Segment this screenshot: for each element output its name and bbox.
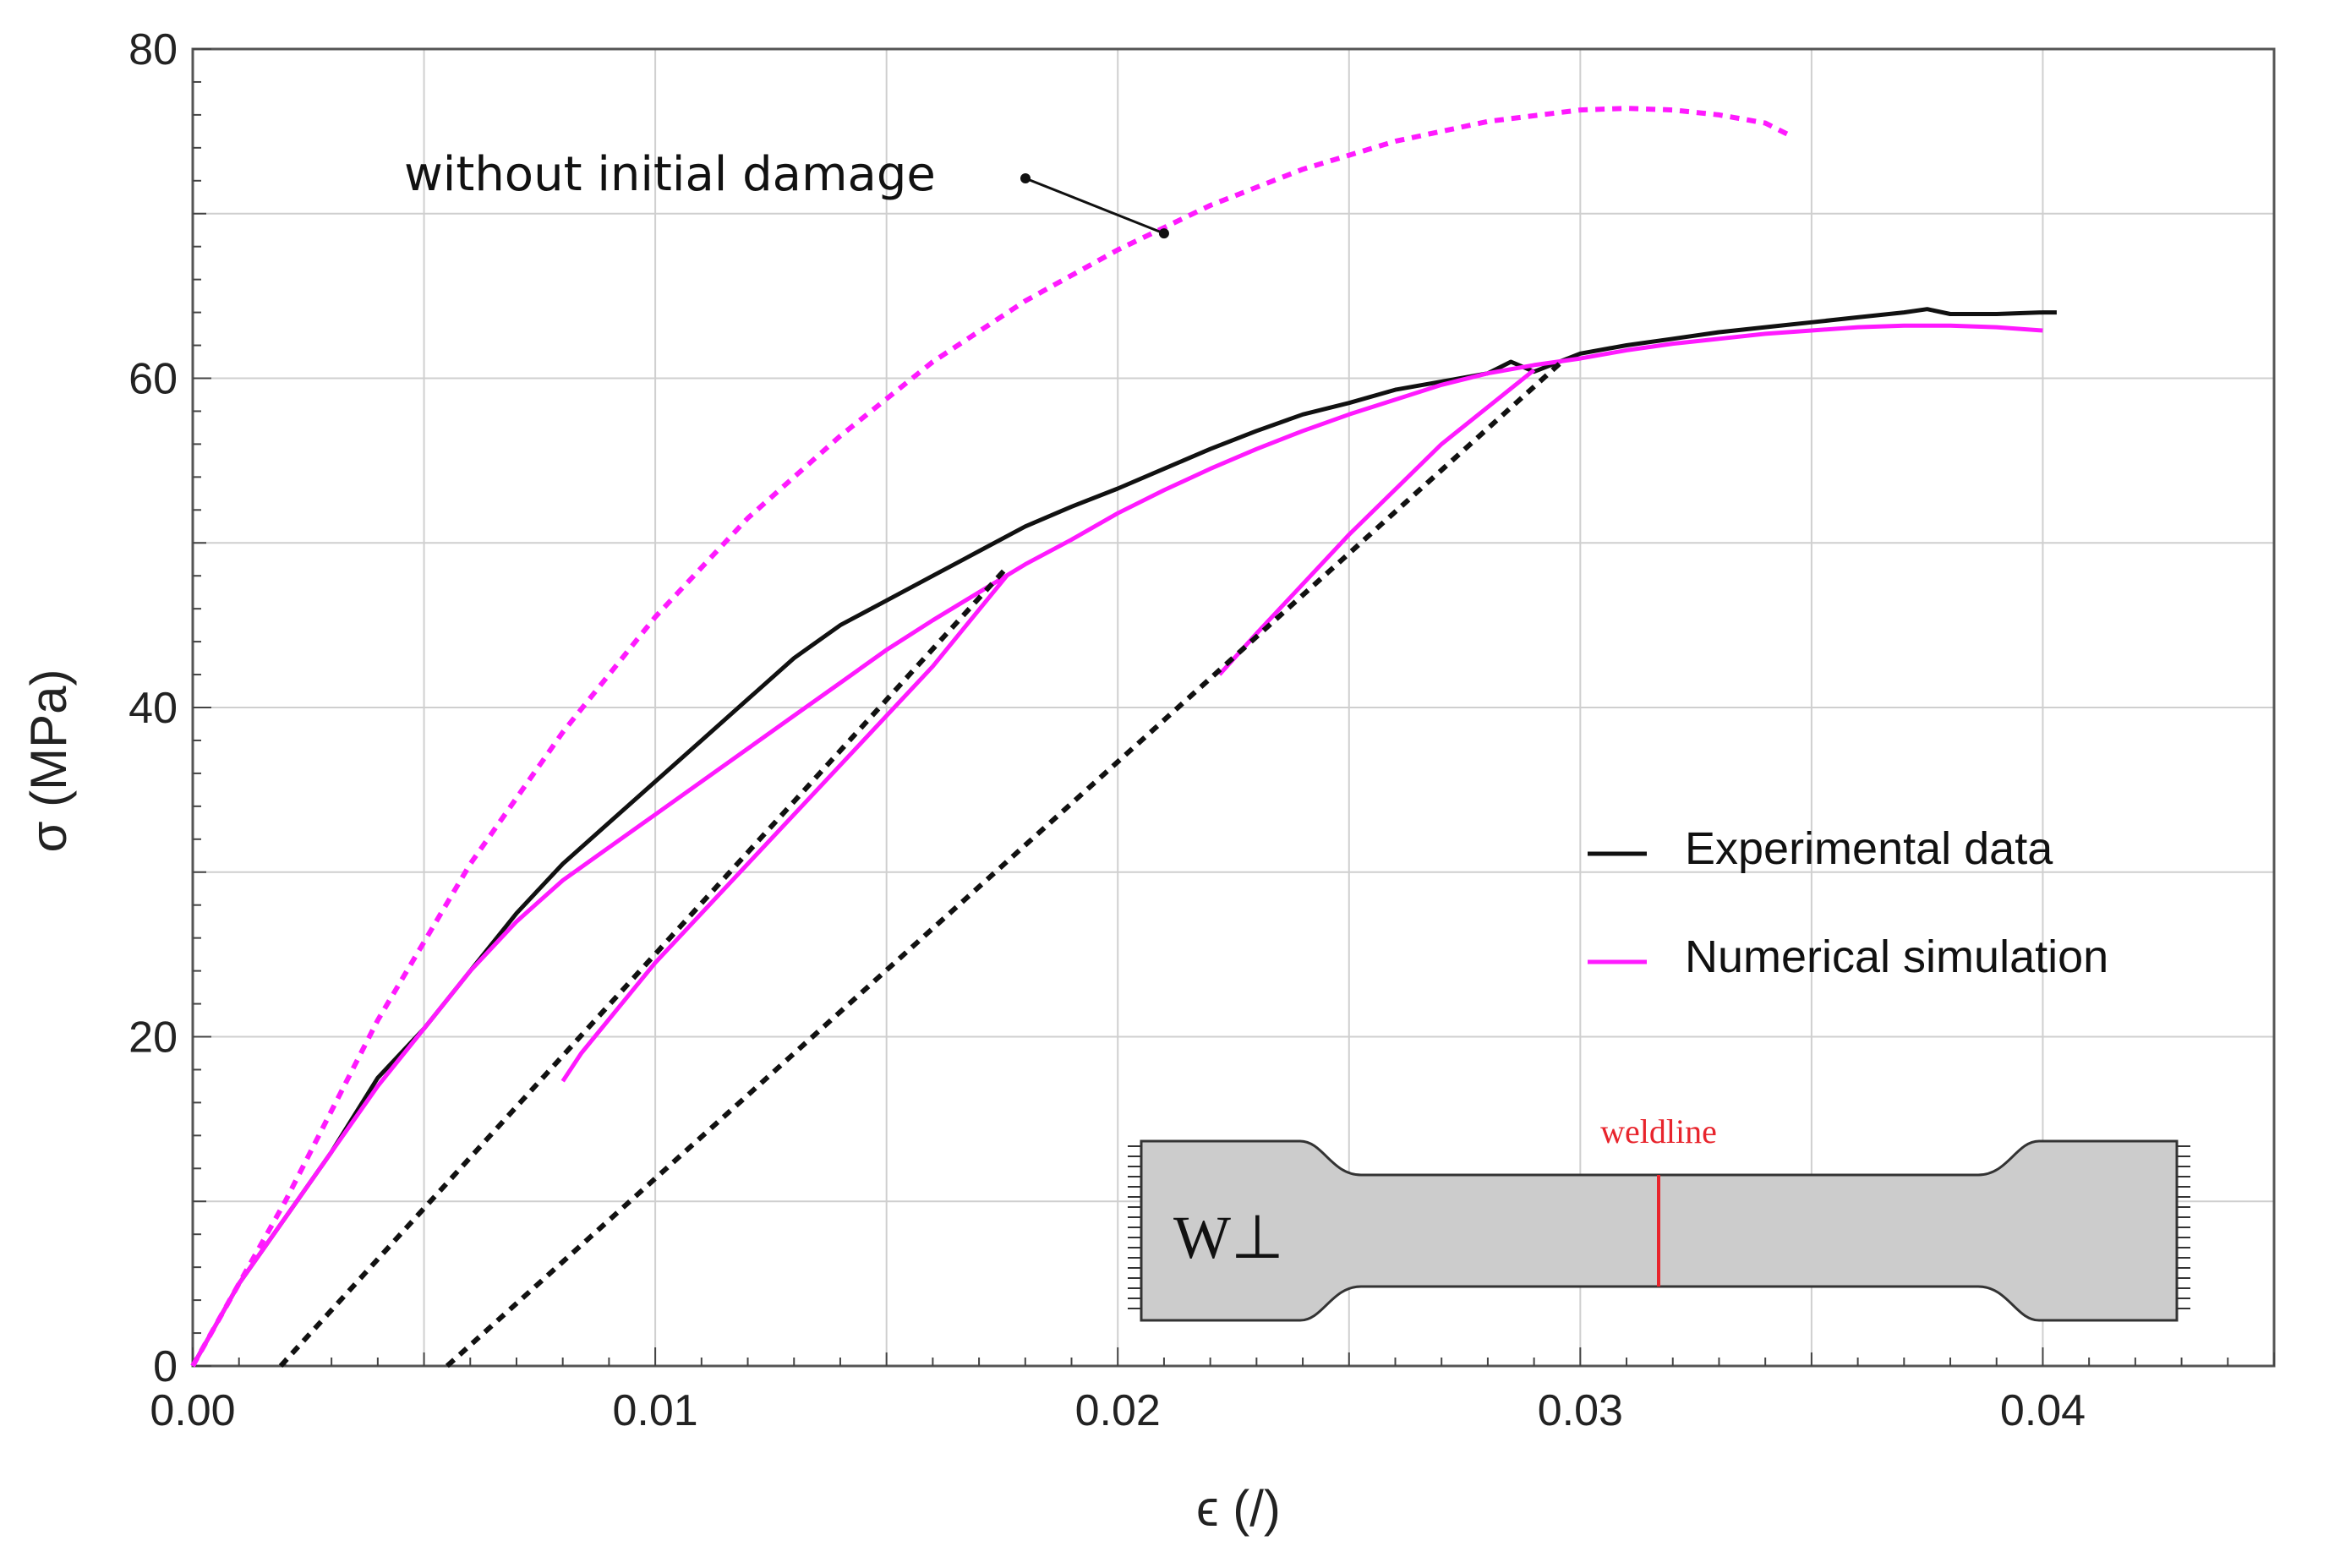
y-tick-label: 60 bbox=[128, 355, 178, 404]
legend: Experimental data Numerical simulation bbox=[1588, 823, 2108, 982]
x-tick-label: 0.00 bbox=[150, 1386, 235, 1435]
y-axis-ticks: 0 20 40 60 80 bbox=[128, 25, 211, 1391]
series-elastic-line-2 bbox=[445, 359, 1564, 1369]
series-layer bbox=[190, 106, 2057, 1369]
annotation-end-dot bbox=[1158, 228, 1169, 239]
grid bbox=[193, 49, 2274, 1366]
series-experimental-data bbox=[190, 307, 2057, 1368]
x-axis-ticks: 0.00 0.01 0.02 0.03 0.04 bbox=[150, 1347, 2275, 1435]
specimen-orientation-label: W⊥ bbox=[1173, 1204, 1284, 1271]
x-tick-label: 0.03 bbox=[1538, 1386, 1623, 1435]
weldline-label: weldline bbox=[1600, 1112, 1717, 1150]
specimen-inset: weldline W⊥ bbox=[1128, 1112, 2190, 1322]
series-numerical-simulation bbox=[190, 323, 2043, 1368]
right-clamp-hatch bbox=[2177, 1145, 2190, 1309]
y-tick-label: 40 bbox=[128, 684, 178, 733]
series-without-initial-damage bbox=[190, 106, 1790, 1368]
y-tick-label: 20 bbox=[128, 1013, 178, 1063]
x-axis-title: ϵ (/) bbox=[1196, 1480, 1281, 1537]
annotation-text: without initial damage bbox=[404, 147, 936, 202]
x-tick-label: 0.02 bbox=[1075, 1386, 1161, 1435]
annotation: without initial damage bbox=[404, 147, 1169, 239]
series-unloading-1-simulation bbox=[560, 574, 1009, 1083]
series-elastic-line-1 bbox=[278, 565, 1009, 1369]
y-axis-title: σ (MPa) bbox=[20, 669, 77, 852]
legend-label-experimental: Experimental data bbox=[1685, 823, 2053, 874]
legend-label-simulation: Numerical simulation bbox=[1685, 932, 2108, 982]
y-tick-label: 80 bbox=[128, 25, 178, 74]
x-tick-label: 0.04 bbox=[2000, 1386, 2086, 1435]
left-clamp-hatch bbox=[1128, 1145, 1141, 1309]
annotation-leader-line bbox=[1025, 177, 1165, 235]
x-tick-label: 0.01 bbox=[613, 1386, 698, 1435]
y-tick-label: 0 bbox=[153, 1342, 178, 1391]
